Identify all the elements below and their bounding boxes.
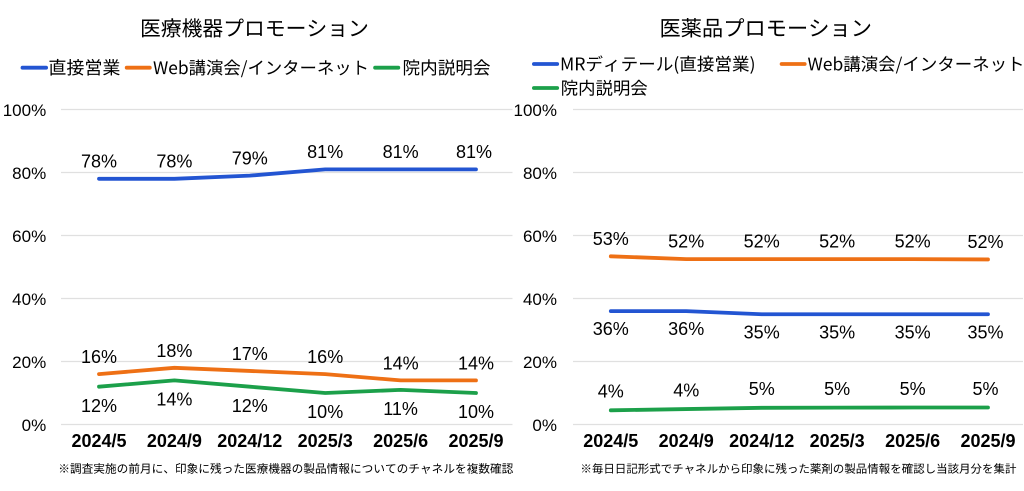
svg-text:52%: 52%	[819, 232, 855, 252]
svg-text:52%: 52%	[744, 232, 780, 252]
svg-text:60%: 60%	[523, 227, 557, 246]
svg-text:2024/12: 2024/12	[729, 431, 794, 451]
svg-text:2025/6: 2025/6	[373, 431, 428, 451]
svg-text:5%: 5%	[972, 379, 998, 399]
svg-text:35%: 35%	[819, 322, 855, 342]
svg-text:4%: 4%	[598, 382, 624, 402]
svg-text:2024/9: 2024/9	[659, 431, 714, 451]
svg-text:80%: 80%	[523, 164, 557, 183]
svg-text:36%: 36%	[668, 319, 704, 339]
svg-text:78%: 78%	[156, 151, 192, 171]
svg-text:52%: 52%	[967, 232, 1003, 252]
svg-text:17%: 17%	[232, 344, 268, 364]
svg-text:2024/5: 2024/5	[583, 431, 638, 451]
svg-text:100%: 100%	[3, 101, 46, 120]
svg-text:79%: 79%	[232, 148, 268, 168]
svg-text:10%: 10%	[307, 402, 343, 422]
svg-text:81%: 81%	[383, 142, 419, 162]
svg-text:80%: 80%	[12, 164, 46, 183]
svg-text:2024/12: 2024/12	[217, 431, 282, 451]
svg-text:18%: 18%	[156, 341, 192, 361]
svg-text:2025/3: 2025/3	[810, 431, 865, 451]
svg-text:10%: 10%	[458, 402, 494, 422]
svg-text:2025/6: 2025/6	[885, 431, 940, 451]
svg-text:4%: 4%	[673, 380, 699, 400]
svg-text:40%: 40%	[523, 290, 557, 309]
svg-text:5%: 5%	[749, 379, 775, 399]
svg-text:81%: 81%	[456, 142, 492, 162]
svg-text:100%: 100%	[514, 101, 557, 120]
svg-text:16%: 16%	[81, 347, 117, 367]
svg-text:2024/9: 2024/9	[147, 431, 202, 451]
svg-text:53%: 53%	[593, 229, 629, 249]
svg-text:35%: 35%	[967, 322, 1003, 342]
svg-text:36%: 36%	[593, 319, 629, 339]
svg-text:0%: 0%	[22, 416, 47, 435]
svg-text:60%: 60%	[12, 227, 46, 246]
svg-text:5%: 5%	[824, 379, 850, 399]
svg-text:12%: 12%	[232, 396, 268, 416]
svg-text:0%: 0%	[532, 416, 557, 435]
svg-text:35%: 35%	[744, 322, 780, 342]
svg-text:2025/9: 2025/9	[448, 431, 503, 451]
svg-text:81%: 81%	[307, 142, 343, 162]
svg-text:14%: 14%	[156, 390, 192, 410]
svg-text:2025/3: 2025/3	[298, 431, 353, 451]
svg-text:14%: 14%	[458, 354, 494, 374]
svg-text:20%: 20%	[523, 353, 557, 372]
svg-text:78%: 78%	[81, 151, 117, 171]
svg-text:2025/9: 2025/9	[960, 431, 1015, 451]
svg-text:16%: 16%	[307, 347, 343, 367]
svg-text:20%: 20%	[12, 353, 46, 372]
svg-text:40%: 40%	[12, 290, 46, 309]
svg-text:11%: 11%	[383, 399, 418, 419]
svg-text:12%: 12%	[81, 396, 117, 416]
svg-text:2024/5: 2024/5	[71, 431, 126, 451]
svg-text:14%: 14%	[383, 354, 419, 374]
svg-text:52%: 52%	[895, 232, 931, 252]
svg-text:52%: 52%	[668, 232, 704, 252]
svg-text:35%: 35%	[895, 322, 931, 342]
svg-text:5%: 5%	[900, 379, 926, 399]
